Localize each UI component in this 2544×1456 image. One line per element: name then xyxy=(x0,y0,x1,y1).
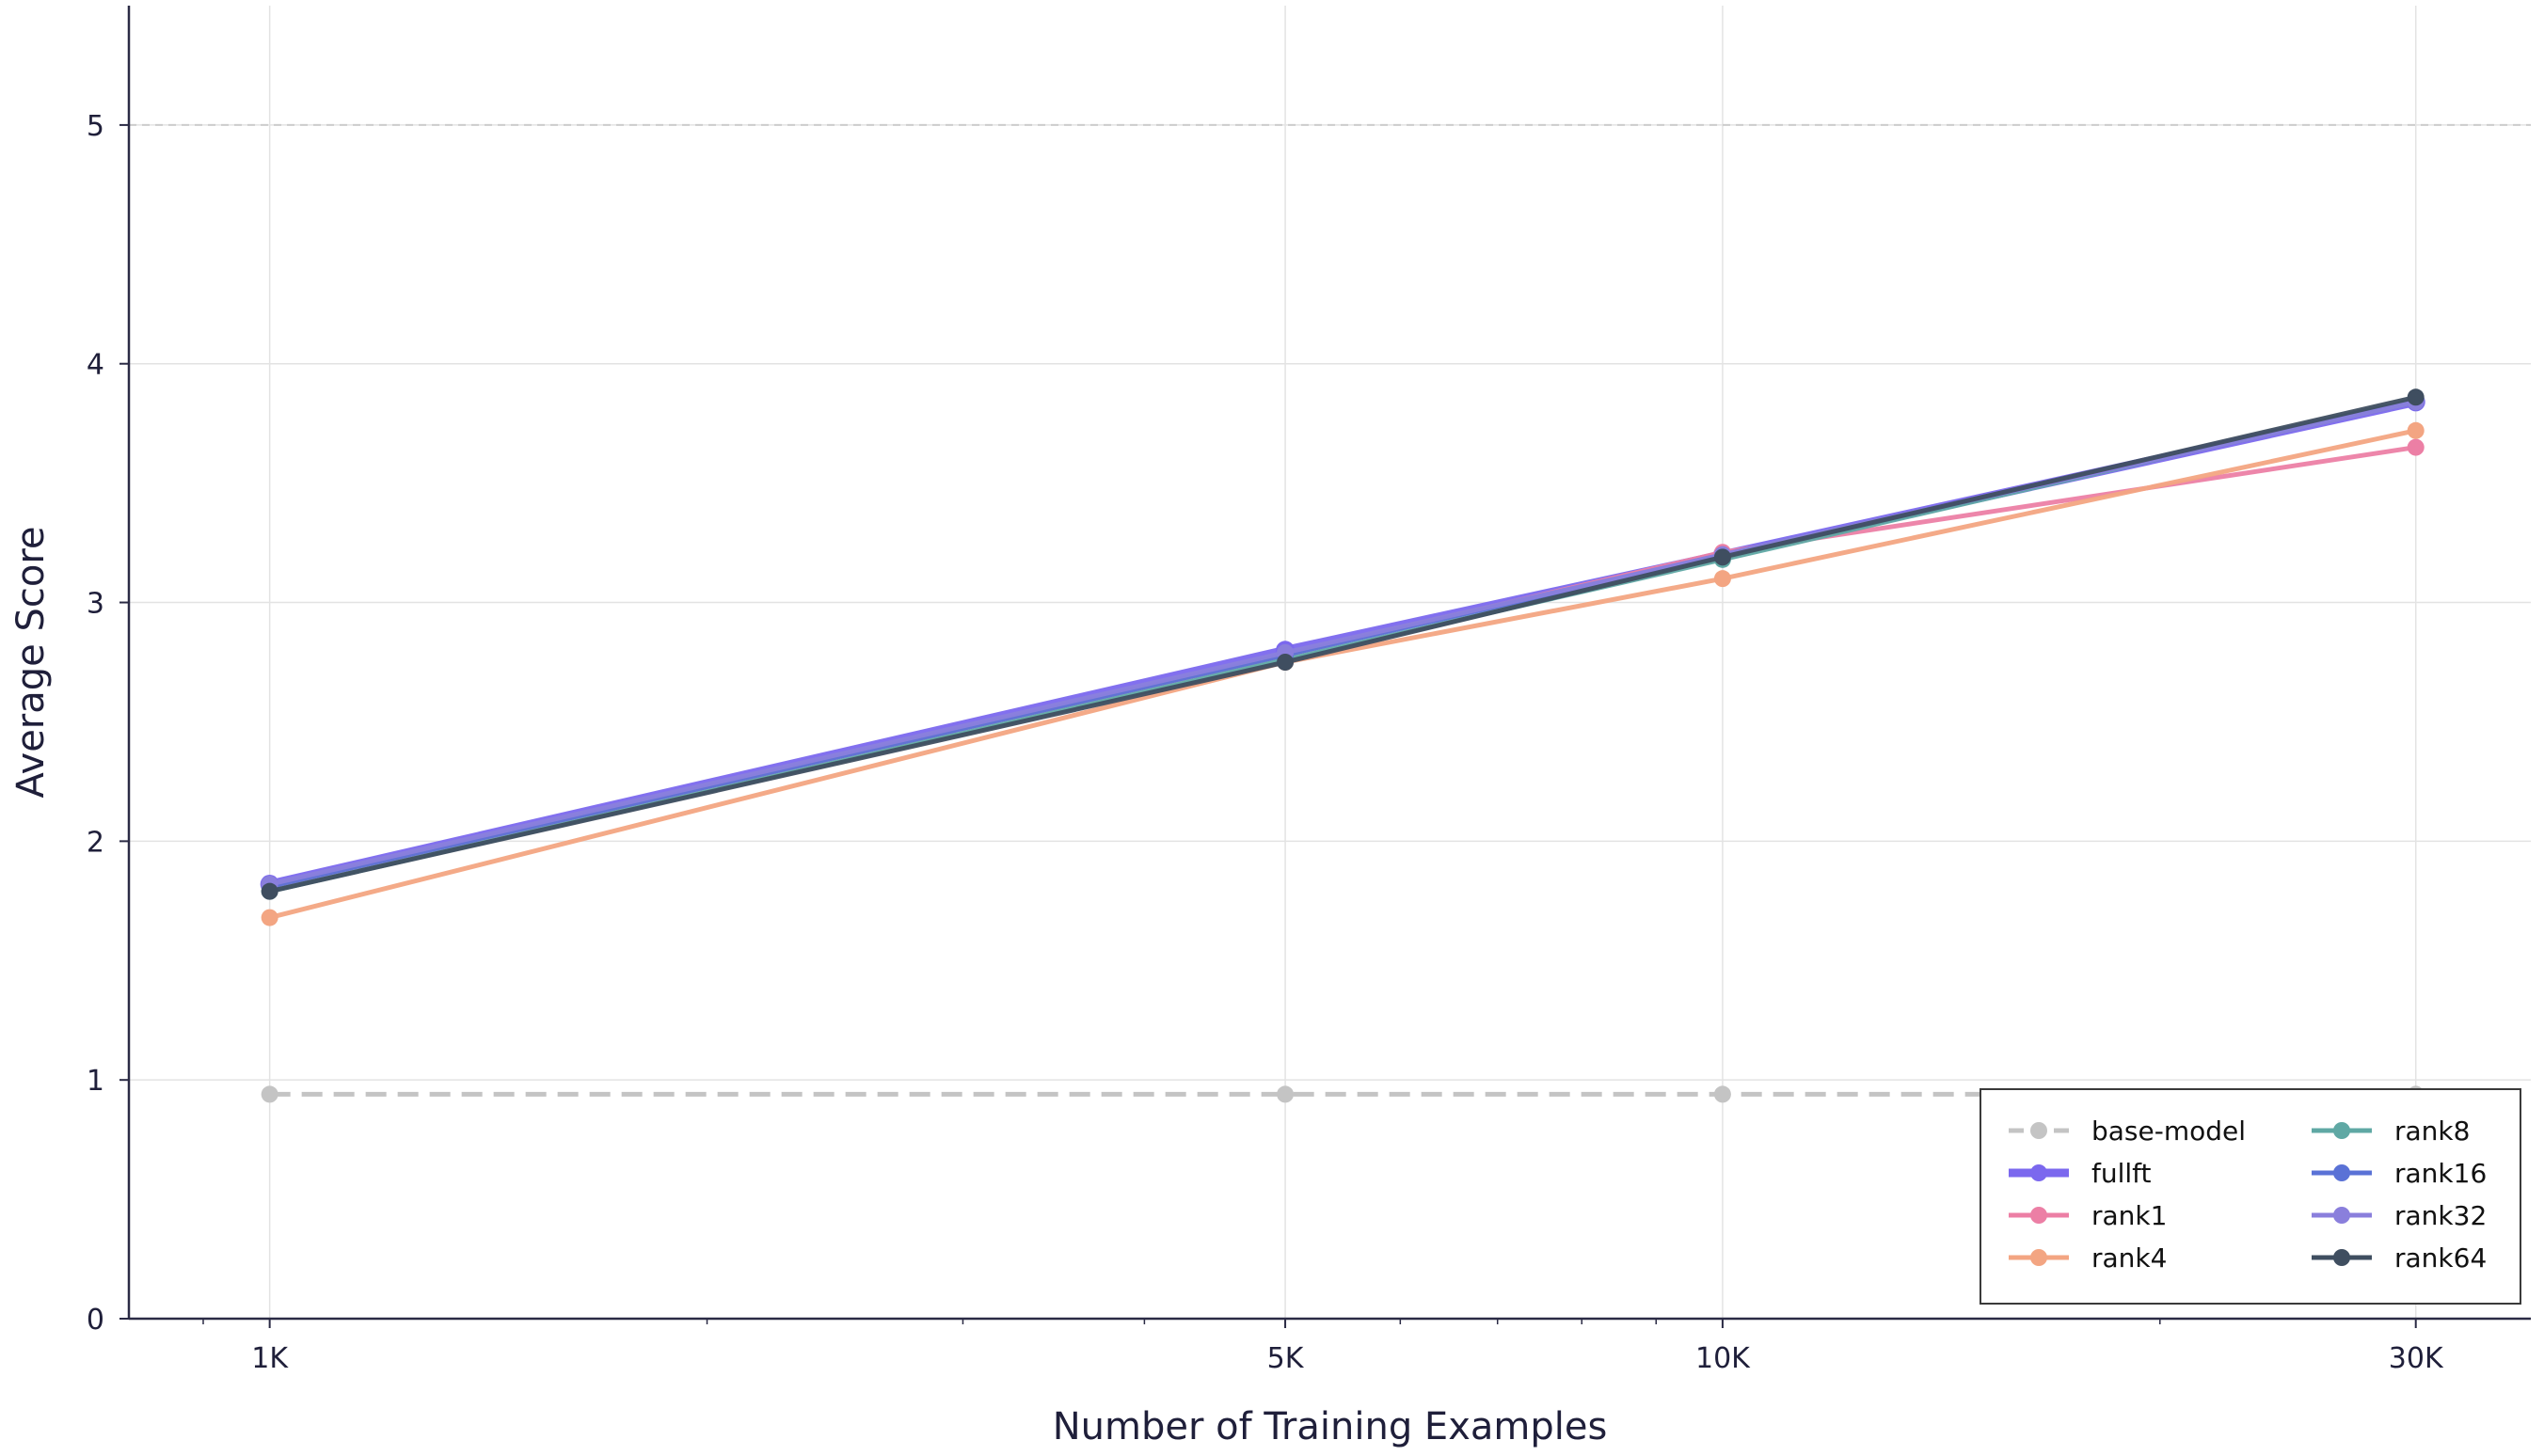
legend-swatch-marker xyxy=(2030,1164,2047,1181)
y-tick-label: 4 xyxy=(87,349,104,382)
data-point-rank64 xyxy=(1713,548,1731,566)
x-tick-label: 10K xyxy=(1695,1342,1751,1375)
y-axis-title: Average Score xyxy=(9,526,53,798)
legend-label: rank32 xyxy=(2394,1200,2487,1231)
legend-label: base-model xyxy=(2091,1116,2246,1147)
series-rank64 xyxy=(261,388,2425,900)
legend-label: rank16 xyxy=(2394,1158,2487,1189)
legend-item-rank8: rank8 xyxy=(2312,1116,2470,1147)
legend-label: rank64 xyxy=(2394,1242,2487,1274)
series-layer xyxy=(260,388,2425,1103)
series-rank1 xyxy=(261,438,2425,895)
legend-swatch-marker xyxy=(2333,1249,2350,1266)
data-point-rank64 xyxy=(1277,654,1295,671)
legend-box xyxy=(1980,1088,2521,1305)
y-tick-label: 1 xyxy=(87,1065,104,1098)
x-tick-label: 5K xyxy=(1267,1342,1305,1375)
legend-item-fullft: fullft xyxy=(2009,1158,2152,1189)
data-point-base-model xyxy=(1277,1085,1295,1103)
data-point-rank64 xyxy=(261,882,278,900)
y-tick-label: 3 xyxy=(87,588,104,621)
data-point-base-model xyxy=(1713,1085,1731,1103)
tick-labels: 1K 5K 10K 30K 0 1 2 3 4 5 xyxy=(87,110,2444,1375)
legend-label: rank4 xyxy=(2091,1242,2167,1274)
y-tick-label: 5 xyxy=(87,110,104,143)
legend-item-rank1: rank1 xyxy=(2009,1200,2167,1231)
legend-item-rank16: rank16 xyxy=(2312,1158,2487,1189)
legend-swatch-marker xyxy=(2333,1207,2350,1224)
axes xyxy=(119,6,2531,1328)
data-point-rank4 xyxy=(1713,570,1731,588)
series-line-rank64 xyxy=(267,394,2419,894)
y-tick-label: 2 xyxy=(87,826,104,859)
series-line-rank4 xyxy=(267,428,2419,921)
legend-swatch-marker xyxy=(2030,1207,2047,1224)
data-point-rank1 xyxy=(2407,438,2425,456)
data-point-rank4 xyxy=(261,909,278,926)
legend-item-rank4: rank4 xyxy=(2009,1242,2167,1274)
x-axis-title: Number of Training Examples xyxy=(1053,1405,1608,1448)
legend-label: rank1 xyxy=(2091,1200,2167,1231)
series-rank4 xyxy=(261,421,2425,926)
legend-item-rank64: rank64 xyxy=(2312,1242,2487,1274)
legend-item-rank32: rank32 xyxy=(2312,1200,2487,1231)
legend-swatch-marker xyxy=(2333,1122,2350,1139)
legend-item-base-model: base-model xyxy=(2009,1116,2246,1147)
legend-swatch-marker xyxy=(2030,1122,2047,1139)
x-tick-label: 30K xyxy=(2389,1342,2444,1375)
legend: base-model fullft rank1 rank4 rank8 rank16 ran… xyxy=(1980,1088,2521,1305)
legend-swatch-marker xyxy=(2333,1164,2350,1181)
legend-label: fullft xyxy=(2091,1158,2152,1189)
legend-label: rank8 xyxy=(2394,1116,2470,1147)
x-tick-label: 1K xyxy=(251,1342,289,1375)
data-point-rank4 xyxy=(2407,421,2425,439)
data-point-base-model xyxy=(261,1085,278,1103)
y-tick-label: 0 xyxy=(87,1304,104,1337)
data-point-rank64 xyxy=(2407,388,2425,406)
legend-swatch-marker xyxy=(2030,1249,2047,1266)
